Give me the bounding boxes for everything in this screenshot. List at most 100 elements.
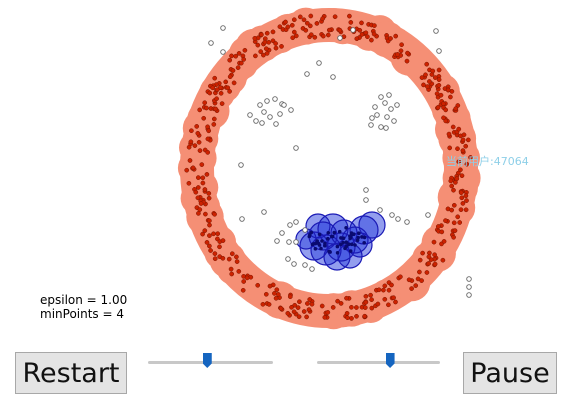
core-point [405, 50, 410, 56]
noise-point [466, 284, 472, 290]
core-point [210, 85, 216, 91]
core-point [449, 207, 455, 213]
minpoints-slider-thumb[interactable] [385, 353, 395, 368]
noise-point [350, 27, 356, 33]
core-point [211, 122, 217, 127]
core-point [297, 299, 302, 305]
core-point [207, 233, 212, 238]
core-point [320, 16, 325, 22]
core-point [206, 191, 212, 196]
core-point [375, 301, 381, 307]
core-point [236, 269, 242, 274]
core-point [291, 29, 297, 35]
core-point [213, 106, 219, 112]
noise-point [279, 230, 285, 236]
core-point [205, 124, 210, 130]
core-point [314, 21, 320, 26]
core-point [399, 42, 404, 48]
core-point [424, 270, 430, 275]
core-point [454, 176, 460, 182]
noise-point [386, 92, 392, 98]
noise-point [389, 212, 395, 218]
core-point [206, 195, 212, 201]
core-point [309, 301, 315, 307]
core-point [287, 294, 293, 300]
core-point [214, 96, 219, 102]
core-point [424, 61, 430, 67]
noise-point [257, 102, 263, 108]
core-point [304, 20, 310, 26]
core-point [459, 173, 465, 179]
noise-point [330, 74, 336, 80]
noise-point [287, 222, 293, 228]
noise-point [368, 122, 374, 128]
core-point [190, 165, 196, 171]
noise-point [378, 94, 384, 100]
core-point [409, 286, 414, 291]
noise-point [264, 98, 270, 104]
core-point [357, 27, 363, 33]
core-point [200, 231, 205, 237]
cluster-point [339, 242, 343, 247]
restart-button[interactable]: Restart [15, 352, 127, 394]
core-point [305, 301, 310, 306]
core-point [202, 228, 208, 233]
cluster-point [344, 226, 348, 230]
core-point [273, 45, 279, 51]
active-cluster-blob [295, 211, 386, 271]
cluster-point [362, 235, 367, 240]
cluster-point [339, 236, 343, 240]
minpoints-slider[interactable] [317, 350, 440, 374]
core-point [263, 46, 269, 52]
core-point [391, 295, 396, 301]
noise-point [291, 261, 297, 267]
epsilon-slider[interactable] [148, 350, 273, 374]
core-point [382, 296, 388, 302]
core-point [255, 42, 261, 48]
noise-point [425, 212, 431, 218]
core-point [270, 29, 276, 35]
core-point [451, 187, 456, 193]
core-point [205, 150, 211, 155]
core-point [447, 145, 453, 151]
core-point [240, 287, 246, 293]
core-point [208, 248, 213, 253]
core-point [349, 304, 354, 310]
core-point [445, 87, 451, 93]
noise-point [285, 256, 291, 262]
core-point [452, 228, 458, 233]
core-point [197, 207, 203, 212]
core-point [369, 37, 374, 43]
pause-button[interactable]: Pause [463, 352, 557, 394]
minpoints-slider-track[interactable] [317, 361, 440, 364]
cluster-point [332, 230, 337, 235]
core-point [427, 250, 432, 256]
cluster-point [356, 235, 361, 240]
noise-point [293, 145, 299, 151]
core-point [207, 90, 213, 96]
epsilon-slider-thumb[interactable] [202, 353, 212, 368]
core-point [446, 131, 452, 137]
core-point [432, 252, 437, 258]
core-point [368, 292, 373, 298]
core-point [192, 143, 198, 148]
core-point [219, 101, 225, 106]
cluster-ring-halo [177, 7, 481, 330]
core-point [349, 316, 354, 321]
core-point [285, 24, 291, 30]
core-point [211, 231, 216, 237]
core-point [326, 27, 332, 33]
noise-point [302, 262, 308, 268]
core-point [463, 193, 469, 199]
core-point [406, 277, 412, 283]
core-point [220, 255, 226, 261]
core-point [187, 158, 193, 163]
core-point [244, 275, 250, 281]
core-point [296, 314, 302, 320]
core-point [264, 30, 270, 36]
core-point [306, 307, 312, 312]
core-point [289, 22, 295, 28]
core-point [449, 183, 455, 189]
core-point [325, 32, 331, 38]
core-point [419, 75, 425, 80]
